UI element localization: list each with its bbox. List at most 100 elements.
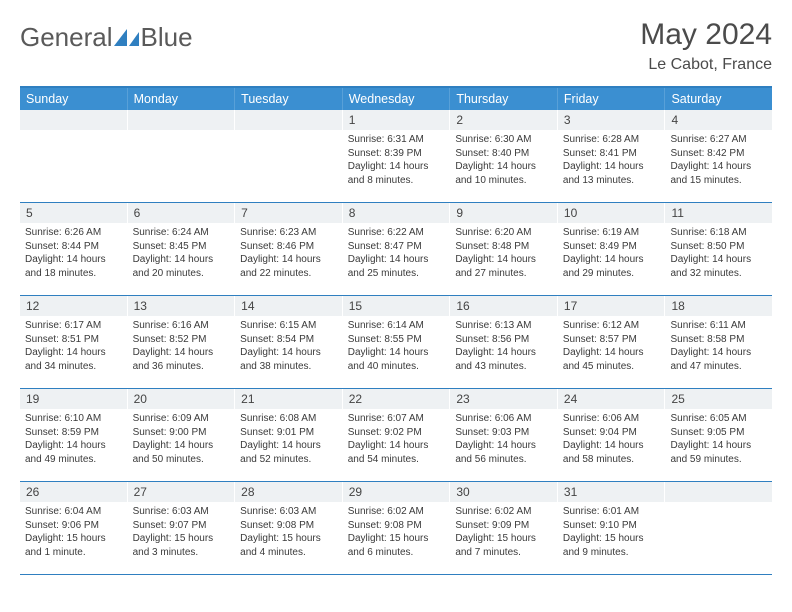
day-number: 7 — [235, 203, 342, 223]
day-of-week-header: Wednesday — [343, 88, 451, 110]
day-number: 25 — [665, 389, 772, 409]
sunrise-line: Sunrise: 6:24 AM — [133, 226, 230, 240]
sunrise-line: Sunrise: 6:01 AM — [563, 505, 660, 519]
day-number: 14 — [235, 296, 342, 316]
daylight-line: Daylight: 14 hours and 59 minutes. — [670, 439, 767, 466]
day-number: 10 — [558, 203, 665, 223]
sunrise-line: Sunrise: 6:31 AM — [348, 133, 445, 147]
daylight-line: Daylight: 15 hours and 4 minutes. — [240, 532, 337, 559]
day-cell: 7Sunrise: 6:23 AMSunset: 8:46 PMDaylight… — [235, 203, 343, 295]
day-number: 15 — [343, 296, 450, 316]
sunrise-line: Sunrise: 6:03 AM — [133, 505, 230, 519]
sunrise-line: Sunrise: 6:05 AM — [670, 412, 767, 426]
sunset-line: Sunset: 9:08 PM — [348, 519, 445, 533]
day-cell: 16Sunrise: 6:13 AMSunset: 8:56 PMDayligh… — [450, 296, 558, 388]
day-cell — [128, 110, 236, 202]
sunrise-line: Sunrise: 6:06 AM — [563, 412, 660, 426]
day-number: 5 — [20, 203, 127, 223]
day-details: Sunrise: 6:12 AMSunset: 8:57 PMDaylight:… — [558, 316, 665, 379]
day-cell: 29Sunrise: 6:02 AMSunset: 9:08 PMDayligh… — [343, 482, 451, 574]
sunrise-line: Sunrise: 6:22 AM — [348, 226, 445, 240]
day-cell: 6Sunrise: 6:24 AMSunset: 8:45 PMDaylight… — [128, 203, 236, 295]
sunset-line: Sunset: 8:48 PM — [455, 240, 552, 254]
sunrise-line: Sunrise: 6:08 AM — [240, 412, 337, 426]
sunrise-line: Sunrise: 6:23 AM — [240, 226, 337, 240]
daylight-line: Daylight: 14 hours and 50 minutes. — [133, 439, 230, 466]
daylight-line: Daylight: 14 hours and 13 minutes. — [563, 160, 660, 187]
day-cell: 11Sunrise: 6:18 AMSunset: 8:50 PMDayligh… — [665, 203, 772, 295]
sunset-line: Sunset: 8:42 PM — [670, 147, 767, 161]
day-details: Sunrise: 6:19 AMSunset: 8:49 PMDaylight:… — [558, 223, 665, 286]
day-cell — [235, 110, 343, 202]
sunset-line: Sunset: 9:10 PM — [563, 519, 660, 533]
day-number: 27 — [128, 482, 235, 502]
sunset-line: Sunset: 9:03 PM — [455, 426, 552, 440]
day-number: 2 — [450, 110, 557, 130]
day-details: Sunrise: 6:02 AMSunset: 9:08 PMDaylight:… — [343, 502, 450, 565]
sunrise-line: Sunrise: 6:11 AM — [670, 319, 767, 333]
day-cell — [20, 110, 128, 202]
daylight-line: Daylight: 14 hours and 52 minutes. — [240, 439, 337, 466]
sunrise-line: Sunrise: 6:27 AM — [670, 133, 767, 147]
sunrise-line: Sunrise: 6:12 AM — [563, 319, 660, 333]
sunset-line: Sunset: 8:40 PM — [455, 147, 552, 161]
daylight-line: Daylight: 14 hours and 49 minutes. — [25, 439, 122, 466]
day-details: Sunrise: 6:04 AMSunset: 9:06 PMDaylight:… — [20, 502, 127, 565]
sunrise-line: Sunrise: 6:04 AM — [25, 505, 122, 519]
sunset-line: Sunset: 8:54 PM — [240, 333, 337, 347]
day-cell: 12Sunrise: 6:17 AMSunset: 8:51 PMDayligh… — [20, 296, 128, 388]
day-of-week-header: Monday — [128, 88, 236, 110]
day-details: Sunrise: 6:18 AMSunset: 8:50 PMDaylight:… — [665, 223, 772, 286]
day-details: Sunrise: 6:06 AMSunset: 9:03 PMDaylight:… — [450, 409, 557, 472]
daylight-line: Daylight: 14 hours and 45 minutes. — [563, 346, 660, 373]
day-number: 20 — [128, 389, 235, 409]
day-cell: 5Sunrise: 6:26 AMSunset: 8:44 PMDaylight… — [20, 203, 128, 295]
day-of-week-header: Tuesday — [235, 88, 343, 110]
sunrise-line: Sunrise: 6:02 AM — [455, 505, 552, 519]
day-of-week-row: SundayMondayTuesdayWednesdayThursdayFrid… — [20, 88, 772, 110]
sunrise-line: Sunrise: 6:20 AM — [455, 226, 552, 240]
day-details: Sunrise: 6:28 AMSunset: 8:41 PMDaylight:… — [558, 130, 665, 193]
day-cell: 31Sunrise: 6:01 AMSunset: 9:10 PMDayligh… — [558, 482, 666, 574]
sunset-line: Sunset: 9:04 PM — [563, 426, 660, 440]
day-details: Sunrise: 6:27 AMSunset: 8:42 PMDaylight:… — [665, 130, 772, 193]
sunrise-line: Sunrise: 6:14 AM — [348, 319, 445, 333]
day-details: Sunrise: 6:20 AMSunset: 8:48 PMDaylight:… — [450, 223, 557, 286]
sunrise-line: Sunrise: 6:30 AM — [455, 133, 552, 147]
header: General Blue May 2024 Le Cabot, France — [20, 18, 772, 74]
day-cell: 20Sunrise: 6:09 AMSunset: 9:00 PMDayligh… — [128, 389, 236, 481]
month-title: May 2024 — [640, 18, 772, 52]
day-cell: 13Sunrise: 6:16 AMSunset: 8:52 PMDayligh… — [128, 296, 236, 388]
day-number: 3 — [558, 110, 665, 130]
day-cell: 28Sunrise: 6:03 AMSunset: 9:08 PMDayligh… — [235, 482, 343, 574]
day-cell: 17Sunrise: 6:12 AMSunset: 8:57 PMDayligh… — [558, 296, 666, 388]
daylight-line: Daylight: 15 hours and 9 minutes. — [563, 532, 660, 559]
day-cell: 23Sunrise: 6:06 AMSunset: 9:03 PMDayligh… — [450, 389, 558, 481]
title-block: May 2024 Le Cabot, France — [640, 18, 772, 74]
day-number: 11 — [665, 203, 772, 223]
brand-part2: Blue — [141, 22, 193, 53]
week-row: 19Sunrise: 6:10 AMSunset: 8:59 PMDayligh… — [20, 389, 772, 482]
day-number: 12 — [20, 296, 127, 316]
day-number: 9 — [450, 203, 557, 223]
day-details: Sunrise: 6:09 AMSunset: 9:00 PMDaylight:… — [128, 409, 235, 472]
sunset-line: Sunset: 8:49 PM — [563, 240, 660, 254]
day-number: 19 — [20, 389, 127, 409]
day-details: Sunrise: 6:02 AMSunset: 9:09 PMDaylight:… — [450, 502, 557, 565]
daylight-line: Daylight: 15 hours and 3 minutes. — [133, 532, 230, 559]
sunset-line: Sunset: 9:06 PM — [25, 519, 122, 533]
day-details: Sunrise: 6:07 AMSunset: 9:02 PMDaylight:… — [343, 409, 450, 472]
daylight-line: Daylight: 14 hours and 40 minutes. — [348, 346, 445, 373]
day-details: Sunrise: 6:17 AMSunset: 8:51 PMDaylight:… — [20, 316, 127, 379]
sunrise-line: Sunrise: 6:03 AM — [240, 505, 337, 519]
day-of-week-header: Sunday — [20, 88, 128, 110]
day-number: 16 — [450, 296, 557, 316]
day-number: 24 — [558, 389, 665, 409]
sunset-line: Sunset: 8:51 PM — [25, 333, 122, 347]
day-number: 26 — [20, 482, 127, 502]
day-number: 8 — [343, 203, 450, 223]
day-number: 4 — [665, 110, 772, 130]
sunset-line: Sunset: 9:01 PM — [240, 426, 337, 440]
sunrise-line: Sunrise: 6:17 AM — [25, 319, 122, 333]
brand-logo: General Blue — [20, 22, 193, 53]
